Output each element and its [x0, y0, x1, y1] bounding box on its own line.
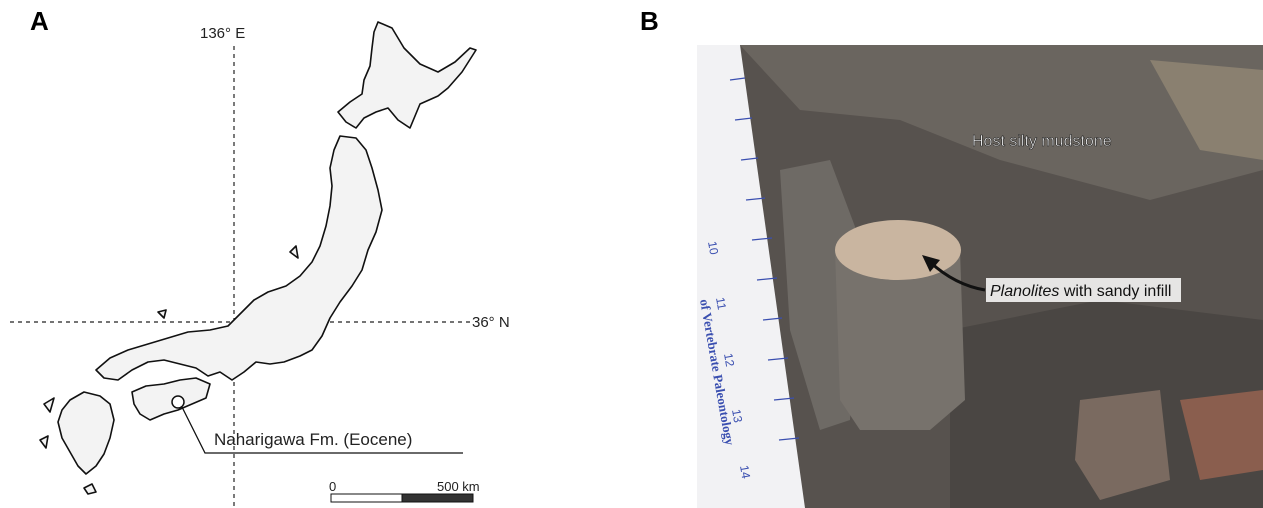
trace-description: with sandy infill — [1059, 283, 1171, 300]
scale-start: 0 — [329, 479, 336, 494]
trace-label: Planolites with sandy infill — [990, 283, 1171, 300]
host-label: Host silty mudstone — [972, 133, 1112, 150]
ruler-number: 10 — [705, 240, 721, 256]
latitude-label: 36° N — [472, 314, 510, 331]
scale-end: 500 km — [437, 479, 480, 494]
locality-marker — [172, 396, 184, 408]
ruler-number: 14 — [737, 464, 753, 480]
longitude-label: 136° E — [200, 25, 245, 42]
panel-label: A — [30, 6, 49, 36]
japan-map — [40, 22, 476, 494]
taxon: Planolites — [990, 283, 1059, 300]
locality-label: Naharigawa Fm. (Eocene) — [214, 430, 412, 449]
photo — [697, 45, 1263, 508]
figure: A 136° E 36° N Naharigawa Fm. (Eocene) 0… — [0, 0, 1263, 508]
panel-label: B — [640, 6, 659, 36]
scale-bar — [331, 494, 473, 502]
